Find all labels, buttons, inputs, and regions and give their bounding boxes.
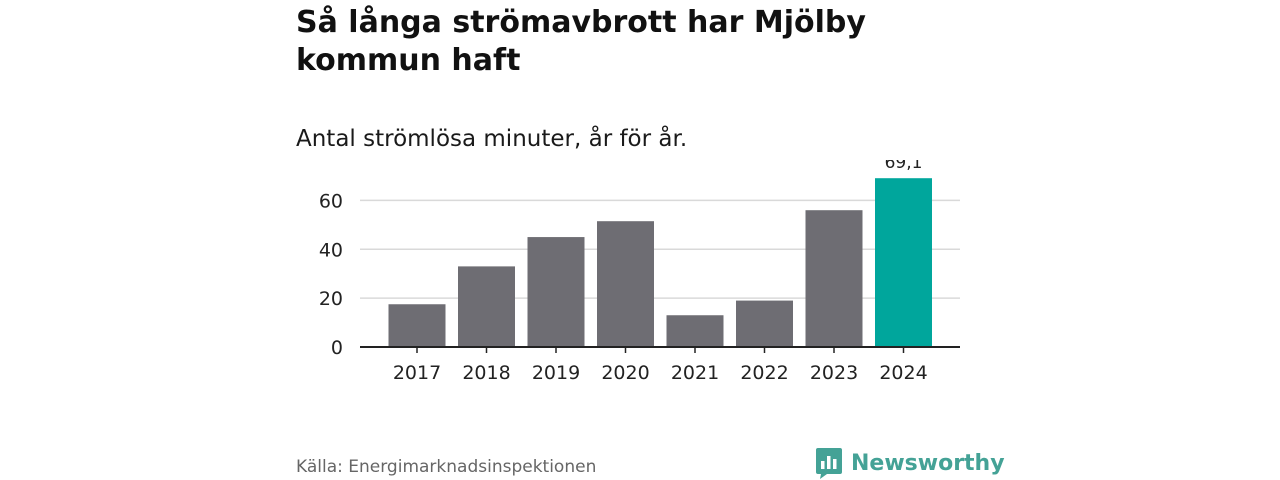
- x-tick-label: 2023: [810, 362, 858, 384]
- x-tick-label: 2019: [532, 362, 580, 384]
- y-tick-label: 60: [319, 190, 343, 212]
- bar-chart: 0 20 40 60 2017 2018 2019 2020 2021 2022 2023 2024 6…: [290, 153, 980, 390]
- bar: [805, 210, 863, 347]
- bar: [527, 237, 585, 347]
- x-tick-label: 2021: [671, 362, 719, 384]
- y-tick-label: 0: [331, 337, 343, 359]
- brand-name: Newsworthy: [851, 450, 1005, 476]
- source-note: Källa: Energimarknadsinspektionen: [296, 457, 597, 477]
- x-tick-label: 2017: [393, 362, 441, 384]
- x-tick-label: 2018: [462, 362, 510, 384]
- bar: [388, 304, 446, 347]
- y-tick-label: 20: [319, 288, 343, 310]
- bar: [736, 300, 793, 347]
- x-tick-label: 2020: [601, 362, 649, 384]
- x-tick-label: 2022: [740, 362, 788, 384]
- brand-logo: Newsworthy: [815, 446, 1005, 480]
- bar: [666, 315, 724, 347]
- x-tick-label: 2024: [879, 362, 927, 384]
- bar: [875, 178, 932, 347]
- data-label: 69,1: [885, 160, 923, 173]
- bar: [458, 266, 515, 347]
- y-tick-label: 40: [319, 239, 343, 261]
- bar-chart-svg: 0 20 40 60 2017 2018 2019 2020 2021 2022 2023 2024 6…: [319, 153, 960, 384]
- bar: [597, 221, 654, 347]
- chart-title: Så långa strömavbrott har Mjölby kommun …: [296, 5, 866, 78]
- chart-subtitle: Antal strömlösa minuter, år för år.: [296, 126, 688, 152]
- newsworthy-logo-icon: [816, 448, 842, 479]
